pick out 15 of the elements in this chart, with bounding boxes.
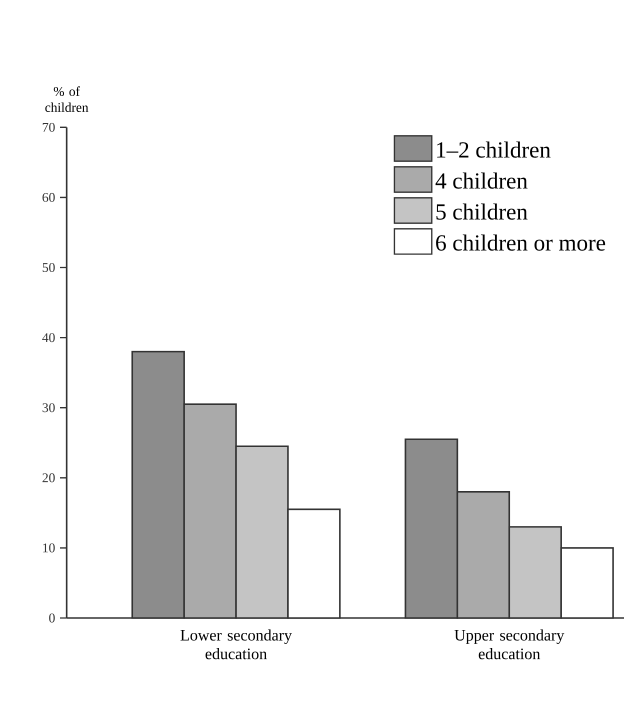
y-tick-label: 10	[43, 543, 55, 552]
legend-label: 4 children	[436, 172, 528, 189]
y-axis-title: % of children	[45, 86, 88, 112]
y-tick-label: 0	[49, 613, 55, 622]
y-tick-label: 30	[42, 403, 55, 412]
legend-label: 5 children	[436, 203, 528, 220]
legend-label: 1–2 children	[437, 141, 551, 158]
y-tick-label: 60	[42, 192, 55, 202]
x-tick-label: Lower secondary education	[180, 629, 292, 660]
legend-label: 6 children or more	[436, 234, 606, 251]
y-tick-label: 20	[42, 473, 55, 482]
x-tick-label: Upper secondary education	[454, 629, 564, 660]
y-tick-label: 40	[42, 333, 55, 342]
y-tick-label: 70	[42, 122, 55, 132]
y-tick-label: 50	[42, 263, 55, 272]
